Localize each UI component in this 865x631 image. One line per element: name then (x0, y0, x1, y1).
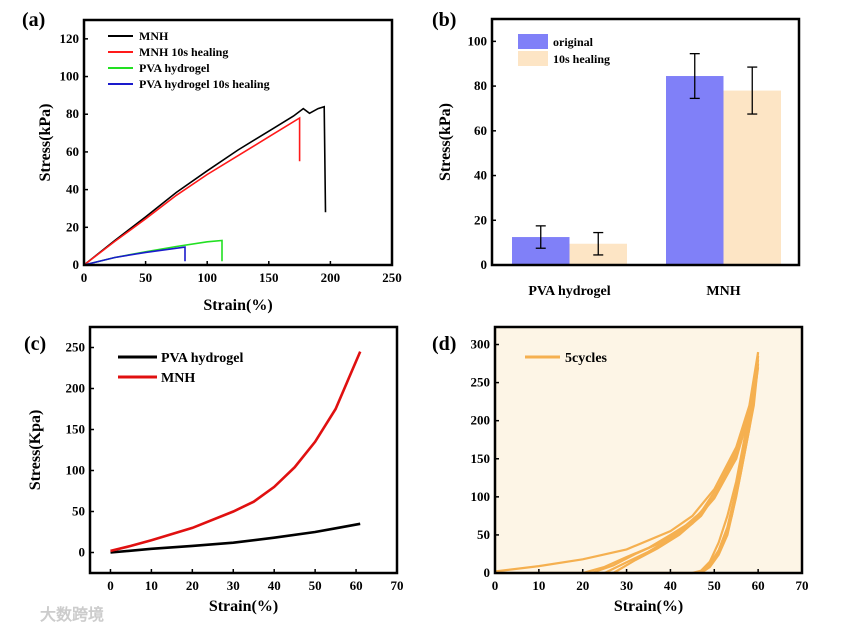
axes-frame (493, 325, 804, 575)
y-tick-label: 80 (66, 106, 79, 121)
legend-swatch (518, 34, 548, 49)
legend-label: original (553, 35, 594, 49)
x-tick-label: 70 (391, 578, 404, 593)
legend-label: PVA hydrogel (139, 61, 210, 75)
axes-frame (490, 17, 801, 267)
x-tick-label: 0 (492, 578, 499, 593)
x-tick-label: 60 (350, 578, 363, 593)
y-tick-label: 150 (471, 451, 491, 466)
legend-label: PVA hydrogel (161, 351, 243, 366)
y-tick-label: 0 (73, 257, 80, 272)
y-tick-label: 50 (477, 527, 490, 542)
x-tick-label: 10 (145, 578, 158, 593)
x-tick-label: 70 (796, 578, 809, 593)
y-tick-label: 200 (471, 413, 491, 428)
x-tick-label: 200 (321, 270, 341, 285)
y-tick-label: 60 (66, 144, 79, 159)
y-axis-label: Stress(kPa) (37, 104, 54, 182)
x-category-label: PVA hydrogel (528, 284, 610, 299)
y-tick-label: 250 (471, 375, 491, 390)
x-axis-label: Strain(%) (203, 297, 272, 314)
x-tick-label: 50 (309, 578, 322, 593)
bar (666, 76, 724, 265)
y-axis-label: Stress(kPa) (437, 103, 454, 181)
y-tick-label: 100 (66, 463, 86, 478)
bar (723, 90, 781, 266)
x-axis-label: Strain(%) (209, 598, 278, 615)
y-tick-label: 20 (474, 212, 487, 227)
x-tick-label: 50 (708, 578, 721, 593)
x-tick-label: 0 (107, 578, 114, 593)
y-tick-label: 20 (66, 219, 79, 234)
panel-b-bar-chart: 0 20 40 60 80 100 Stress(kPa) PVA hydrogel MNH or… (437, 17, 801, 299)
y-tick-label: 150 (66, 422, 86, 437)
panel-label-a: (a) (22, 9, 45, 31)
panel-d-cyclic: 0 50 100 150 200 250 300 0 10 20 30 40 50 60 70 Strain(… (471, 325, 809, 615)
y-tick-label: 100 (468, 33, 488, 48)
y-tick-label: 0 (79, 545, 86, 560)
x-axis-label: Strain(%) (614, 598, 683, 615)
x-tick-label: 150 (259, 270, 279, 285)
y-axis-label: Stress(Kpa) (27, 410, 44, 491)
x-tick-label: 50 (139, 270, 152, 285)
series-line-3 (83, 246, 186, 266)
legend-label: 5cycles (565, 351, 608, 366)
x-tick-label: 40 (664, 578, 677, 593)
x-tick-label: 30 (620, 578, 633, 593)
x-category-label: MNH (706, 284, 740, 299)
panel-label-b: (b) (432, 9, 456, 31)
cycle-loop-5 (612, 367, 760, 575)
x-tick-label: 0 (81, 270, 88, 285)
y-tick-label: 40 (474, 168, 487, 183)
watermark: 大数跨境 (40, 605, 104, 624)
series-line-0 (110, 522, 361, 554)
y-tick-label: 250 (66, 340, 86, 355)
series-line-1 (110, 351, 362, 553)
panel-a-stress-strain: 0 20 40 60 80 100 120 0 50 100 150 200 250 Strain(%) S… (37, 18, 402, 314)
x-tick-label: 20 (186, 578, 199, 593)
y-tick-label: 50 (72, 504, 85, 519)
cycle-loop-1 (494, 351, 760, 575)
y-tick-label: 100 (60, 69, 80, 84)
legend-label: 10s healing (553, 52, 610, 66)
x-tick-label: 20 (576, 578, 589, 593)
series-line-1 (83, 116, 301, 266)
y-tick-label: 300 (471, 337, 491, 352)
axes-frame (88, 325, 399, 575)
y-tick-label: 120 (60, 31, 80, 46)
x-tick-label: 60 (752, 578, 765, 593)
panel-c-compression: 0 50 100 150 200 250 0 10 20 30 40 50 60 70 Strain(%) S… (27, 325, 404, 615)
x-tick-label: 30 (227, 578, 240, 593)
series-line-2 (83, 239, 223, 266)
y-tick-label: 60 (474, 123, 487, 138)
x-tick-label: 100 (197, 270, 217, 285)
plot-background (495, 327, 802, 573)
axes-frame (82, 18, 394, 267)
y-tick-label: 80 (474, 78, 487, 93)
y-tick-label: 0 (484, 565, 491, 580)
legend-label: PVA hydrogel 10s healing (139, 77, 270, 91)
panel-label-d: (d) (432, 333, 456, 355)
x-tick-label: 10 (532, 578, 545, 593)
y-tick-label: 100 (471, 489, 491, 504)
y-tick-label: 40 (66, 182, 79, 197)
legend-label: MNH (161, 371, 195, 386)
panel-label-c: (c) (24, 333, 46, 355)
y-tick-label: 200 (66, 381, 86, 396)
legend-label: MNH 10s healing (139, 45, 228, 59)
y-tick-label: 0 (481, 257, 488, 272)
x-tick-label: 40 (268, 578, 281, 593)
x-tick-label: 250 (382, 270, 402, 285)
legend-label: MNH (139, 29, 169, 43)
legend-swatch (518, 51, 548, 66)
series-line-0 (83, 105, 327, 266)
